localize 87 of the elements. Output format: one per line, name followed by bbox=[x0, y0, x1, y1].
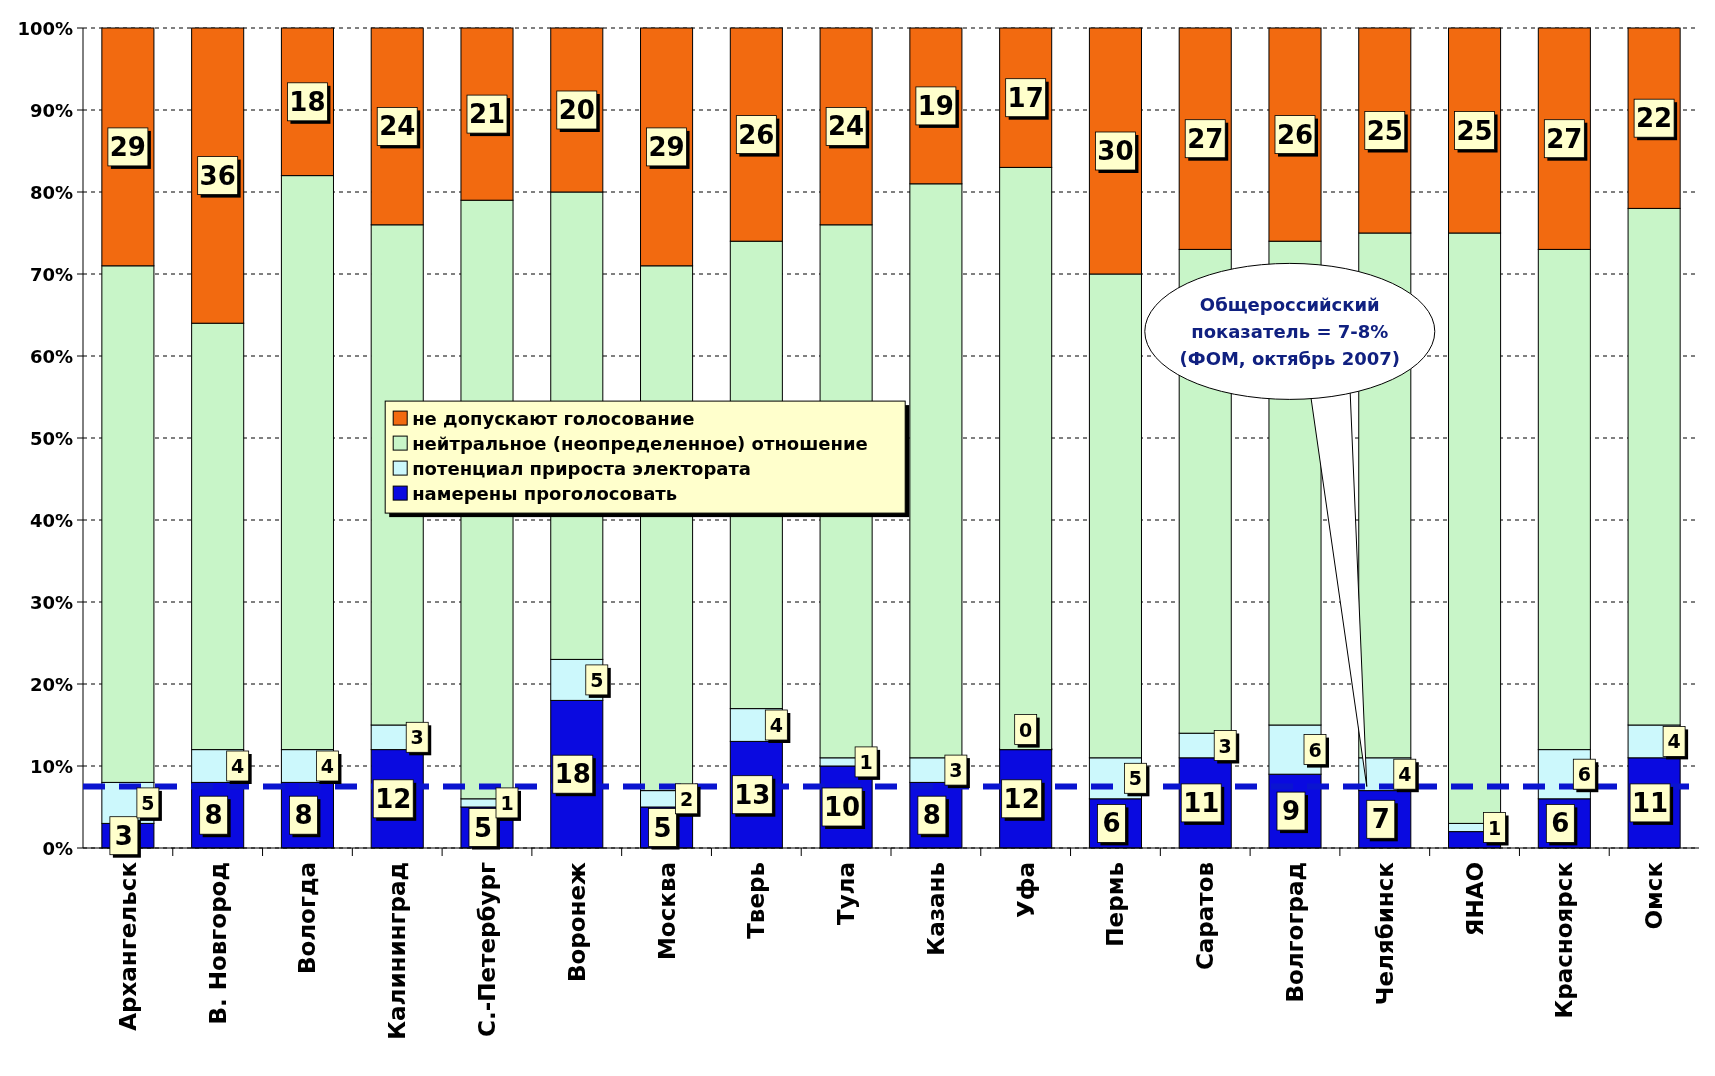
data-label: 4 bbox=[320, 755, 335, 777]
legend-label: потенциал прироста электората bbox=[412, 457, 752, 479]
x-tick-label: Калининград bbox=[384, 862, 411, 1040]
y-tick-label: 0% bbox=[42, 837, 73, 859]
data-label: 0 bbox=[1019, 718, 1033, 741]
x-tick-label: Вологда bbox=[294, 862, 321, 975]
y-tick-label: 10% bbox=[29, 755, 73, 777]
data-label: 27 bbox=[1546, 123, 1583, 154]
data-label: 24 bbox=[828, 111, 865, 142]
y-tick-label: 40% bbox=[29, 509, 73, 531]
data-label: 10 bbox=[824, 792, 861, 822]
data-label: 3 bbox=[949, 759, 963, 782]
y-tick-label: 70% bbox=[29, 263, 73, 285]
data-label: 2 bbox=[679, 787, 694, 810]
y-tick-label: 60% bbox=[29, 345, 73, 367]
data-label: 12 bbox=[1003, 783, 1040, 814]
data-label: 29 bbox=[109, 131, 146, 162]
data-label: 5 bbox=[590, 668, 604, 691]
data-label: 25 bbox=[1366, 115, 1403, 146]
data-label: 30 bbox=[1097, 136, 1134, 166]
data-label: 4 bbox=[1667, 730, 1681, 753]
data-label: 5 bbox=[141, 791, 155, 814]
x-tick-label: Челябинск bbox=[1371, 861, 1398, 1006]
y-tick-label: 80% bbox=[29, 181, 73, 203]
data-label: 8 bbox=[294, 800, 313, 831]
data-label: 6 bbox=[1102, 808, 1121, 839]
data-label: 27 bbox=[1187, 123, 1224, 154]
x-tick-label: Омск bbox=[1641, 861, 1668, 930]
data-label: 3 bbox=[410, 726, 424, 749]
data-label: 1 bbox=[1487, 816, 1502, 839]
data-label: 11 bbox=[1632, 787, 1669, 818]
legend-label: нейтральное (неопределенное) отношение bbox=[412, 432, 868, 454]
data-label: 26 bbox=[738, 119, 775, 150]
data-label: 4 bbox=[231, 755, 245, 777]
y-tick-label: 20% bbox=[29, 673, 73, 695]
y-tick-label: 50% bbox=[29, 427, 73, 449]
x-tick-label: Красноярск bbox=[1551, 861, 1578, 1019]
data-label: 19 bbox=[917, 90, 954, 121]
data-label: 12 bbox=[375, 783, 412, 814]
data-label: 1 bbox=[500, 791, 514, 814]
x-tick-label: Москва bbox=[653, 862, 680, 961]
x-tick-label: Тула bbox=[833, 862, 860, 926]
data-label: 18 bbox=[554, 759, 591, 790]
x-tick-label: Пермь bbox=[1102, 862, 1129, 947]
legend-label: намерены проголосовать bbox=[412, 482, 678, 504]
data-label: 5 bbox=[1128, 767, 1143, 790]
x-tick-label: Тверь bbox=[743, 862, 770, 939]
data-label: 17 bbox=[1007, 82, 1044, 113]
ref-line-label: Общероссийский показатель = 7-8% (ФОМ, октябрь 2007) bbox=[1179, 293, 1400, 369]
data-label: 20 bbox=[558, 95, 595, 125]
x-tick-label: Казань bbox=[922, 862, 949, 956]
data-label: 4 bbox=[769, 714, 783, 736]
data-label: 18 bbox=[289, 86, 326, 117]
data-label: 7 bbox=[1371, 804, 1390, 835]
y-tick-label: 90% bbox=[29, 99, 73, 121]
x-tick-label: Волгоград bbox=[1282, 862, 1308, 1003]
data-label: 6 bbox=[1551, 808, 1570, 839]
data-label: 6 bbox=[1577, 763, 1591, 786]
data-label: 11 bbox=[1183, 787, 1220, 818]
data-label: 22 bbox=[1636, 103, 1673, 134]
data-label: 25 bbox=[1456, 115, 1493, 146]
x-tick-label: Уфа bbox=[1012, 862, 1039, 919]
data-label: 13 bbox=[734, 779, 771, 810]
data-label: 5 bbox=[473, 812, 493, 843]
data-label: 24 bbox=[379, 111, 416, 142]
x-tick-label: В. Новгород bbox=[204, 862, 231, 1025]
x-tick-label: ЯНАО bbox=[1461, 862, 1488, 937]
data-label: 36 bbox=[199, 160, 236, 191]
data-label: 4 bbox=[1398, 763, 1412, 786]
data-label: 6 bbox=[1308, 738, 1322, 761]
x-tick-label: Архангельск bbox=[114, 861, 141, 1031]
x-tick-label: Саратов bbox=[1192, 862, 1219, 971]
data-label: 9 bbox=[1281, 796, 1301, 827]
data-label: 5 bbox=[653, 812, 672, 843]
data-label: 8 bbox=[922, 800, 941, 831]
data-label: 21 bbox=[468, 99, 506, 130]
data-label: 1 bbox=[859, 750, 873, 773]
y-tick-label: 30% bbox=[29, 591, 73, 613]
x-tick-label: С.-Петербург bbox=[474, 862, 500, 1037]
data-label: 3 bbox=[114, 820, 133, 851]
data-label: 26 bbox=[1276, 119, 1314, 150]
data-label: 3 bbox=[1218, 734, 1232, 757]
data-label: 29 bbox=[648, 131, 685, 162]
x-tick-label: Воронеж bbox=[563, 861, 590, 982]
y-tick-label: 100% bbox=[17, 17, 73, 39]
legend-label: не допускают голосование bbox=[412, 407, 695, 429]
data-label: 8 bbox=[204, 800, 223, 831]
